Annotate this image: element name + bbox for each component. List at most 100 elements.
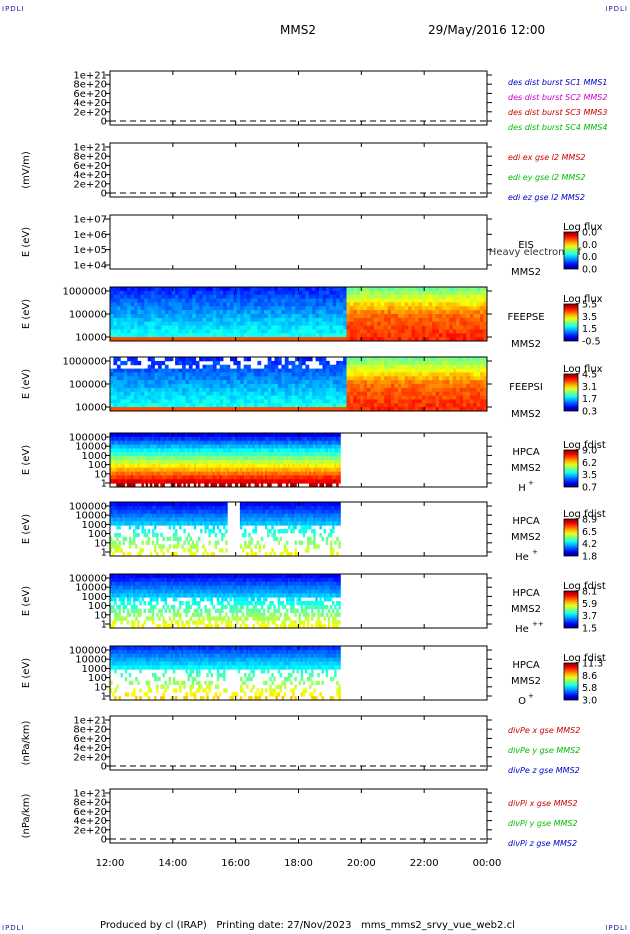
heatmap-cell xyxy=(288,317,292,323)
heatmap-cell xyxy=(275,444,278,449)
heatmap-cell xyxy=(339,391,344,396)
heatmap-cell xyxy=(373,325,378,330)
heatmap-cell xyxy=(219,391,224,396)
heatmap-cell xyxy=(275,456,278,461)
heatmap-cell xyxy=(411,321,416,326)
heatmap-cell xyxy=(343,399,347,404)
heatmap-cell xyxy=(240,380,244,385)
heatmap-cell xyxy=(329,475,333,480)
heatmap-cell xyxy=(123,372,128,377)
heatmap-cell xyxy=(202,333,207,338)
heatmap-cell xyxy=(177,475,180,480)
heatmap-cell xyxy=(137,456,140,461)
heatmap-cell xyxy=(264,298,268,303)
heatmap-cell xyxy=(241,440,245,445)
heatmap-cell xyxy=(425,325,430,330)
heatmap-cell xyxy=(199,333,203,338)
heatmap-cell xyxy=(114,505,117,511)
heatmap-cell xyxy=(252,471,255,476)
heatmap-cell xyxy=(279,475,283,480)
heatmap-cell xyxy=(219,384,224,389)
heatmap-cell xyxy=(260,317,265,323)
heatmap-cell xyxy=(120,456,123,461)
heatmap-cell xyxy=(195,440,199,445)
heatmap-cell xyxy=(214,452,218,457)
heatmap-cell xyxy=(195,407,200,412)
heatmap-cell xyxy=(367,376,371,381)
heatmap-cell xyxy=(281,364,286,369)
heatmap-cell xyxy=(463,387,467,393)
heatmap-cell xyxy=(349,364,354,369)
heatmap-cell xyxy=(140,310,145,315)
heatmap-cell xyxy=(408,298,412,303)
heatmap-cell xyxy=(147,536,151,541)
heatmap-cell xyxy=(223,463,226,469)
heatmap-cell xyxy=(321,452,324,457)
heatmap-cell xyxy=(229,456,232,461)
heatmap-cell xyxy=(449,399,454,404)
heatmap-cell xyxy=(254,433,257,438)
heatmap-cell xyxy=(231,448,234,453)
heatmap-cell xyxy=(267,475,270,480)
heatmap-cell xyxy=(175,310,179,315)
heatmap-cell xyxy=(189,436,193,442)
heatmap-cell xyxy=(459,380,464,385)
heatmap-cell xyxy=(193,436,197,442)
heatmap-cell xyxy=(327,479,331,484)
heatmap-cell xyxy=(258,471,262,476)
heatmap-cell xyxy=(311,436,314,442)
instrument-label: EIS xyxy=(518,240,534,251)
heatmap-cell xyxy=(329,380,334,385)
heatmap-cell xyxy=(394,290,399,296)
heatmap-cell xyxy=(156,440,159,445)
heatmap-cell xyxy=(258,448,262,453)
heatmap-cell xyxy=(241,483,245,488)
heatmap-cell xyxy=(291,376,296,381)
heatmap-cell xyxy=(327,433,331,438)
heatmap-cell xyxy=(202,329,207,334)
heatmap-cell xyxy=(445,294,450,299)
heatmap-cell xyxy=(306,463,310,469)
heatmap-cell xyxy=(360,298,364,303)
heatmap-cell xyxy=(302,475,306,480)
heatmap-cell xyxy=(221,463,224,469)
heatmap-cell xyxy=(154,521,157,526)
heatmap-cell xyxy=(147,317,152,323)
heatmap-cell xyxy=(306,436,310,442)
heatmap-cell xyxy=(137,376,142,381)
heatmap-cell xyxy=(195,471,199,476)
heatmap-cell xyxy=(199,384,203,389)
heatmap-cell xyxy=(415,321,419,326)
heatmap-cell xyxy=(139,452,142,457)
heatmap-cell xyxy=(216,456,220,461)
heatmap-cell xyxy=(141,452,144,457)
heatmap-cell xyxy=(145,505,149,511)
heatmap-cell xyxy=(256,456,260,461)
heatmap-cell xyxy=(175,333,179,338)
heatmap-cell xyxy=(188,321,193,326)
heatmap-cell xyxy=(445,357,450,362)
heatmap-cell xyxy=(134,376,138,381)
heatmap-cell xyxy=(315,380,320,385)
heatmap-cell xyxy=(319,395,323,400)
heatmap-cell xyxy=(206,298,210,303)
heatmap-cell xyxy=(291,391,296,396)
heatmap-cell xyxy=(421,360,426,366)
heatmap-cell xyxy=(110,368,114,373)
heatmap-cell xyxy=(334,463,337,469)
heatmap-cell xyxy=(290,475,293,480)
heatmap-cell xyxy=(469,391,474,396)
heatmap-cell xyxy=(110,387,114,393)
heatmap-cell xyxy=(466,287,471,292)
heatmap-cell xyxy=(130,479,134,484)
heatmap-cell xyxy=(408,329,412,334)
heatmap-cell xyxy=(353,329,358,334)
y-axis-label: E (eV) xyxy=(21,299,32,329)
heatmap-cell xyxy=(283,456,287,461)
heatmap-cell xyxy=(134,298,138,303)
heatmap-cell xyxy=(260,287,265,292)
heatmap-cell xyxy=(240,384,244,389)
heatmap-cell xyxy=(301,399,306,404)
heatmap-cell xyxy=(212,448,216,453)
heatmap-cell xyxy=(151,380,155,385)
